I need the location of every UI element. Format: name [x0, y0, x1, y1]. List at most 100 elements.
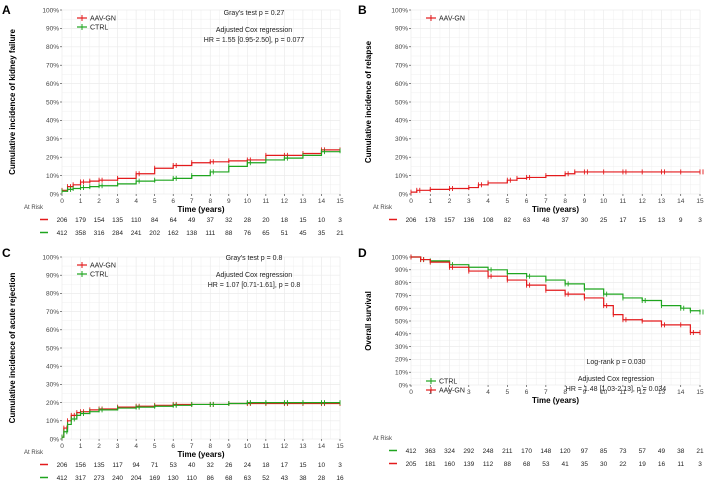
- at-risk-value: 3: [698, 461, 702, 468]
- at-risk-value: 43: [281, 475, 289, 481]
- at-risk-value: 76: [244, 230, 252, 237]
- y-tick-label: 30%: [46, 136, 59, 143]
- at-risk-value: 156: [75, 462, 86, 469]
- x-tick-label: 14: [677, 198, 685, 205]
- at-risk-value: 3: [698, 217, 702, 224]
- at-risk-value: 205: [406, 461, 417, 468]
- legend-label: CTRL: [90, 25, 108, 32]
- x-tick-label: 8: [563, 389, 567, 396]
- y-tick-label: 60%: [395, 306, 408, 313]
- x-tick-label: 12: [639, 389, 647, 396]
- panel-b: B0%10%20%30%40%50%60%70%80%90%100%0 1 2 3 4 5…: [358, 3, 704, 224]
- at-risk-value: 15: [299, 462, 307, 469]
- x-tick-label: 0: [60, 443, 64, 450]
- y-tick-label: 100%: [42, 7, 59, 14]
- annotation-test: Log-rank p = 0.030: [587, 359, 646, 366]
- at-risk-value: 37: [562, 217, 570, 224]
- x-tick-label: 7: [544, 198, 548, 205]
- panel-a: A0%10%20%30%40%50%60%70%80%90%100%0 1 2 3 4 5…: [2, 3, 344, 237]
- at-risk-value: 324: [444, 448, 455, 455]
- x-tick-label: 6: [171, 198, 175, 205]
- x-tick-label: 13: [299, 443, 307, 450]
- at-risk-value: 53: [170, 462, 178, 469]
- x-tick-label: 3: [116, 198, 120, 205]
- at-risk-value: 240: [112, 475, 123, 481]
- x-tick-label: 2: [97, 443, 101, 450]
- at-risk-value: 68: [523, 461, 531, 468]
- y-tick-label: 90%: [395, 267, 408, 274]
- at-risk-title: At Risk: [24, 450, 44, 456]
- at-risk-value: 35: [581, 461, 589, 468]
- at-risk-value: 154: [94, 217, 105, 224]
- x-tick-label: 2: [448, 198, 452, 205]
- y-tick-label: 60%: [46, 327, 59, 334]
- at-risk-value: 41: [562, 461, 570, 468]
- y-tick-label: 20%: [46, 155, 59, 162]
- y-tick-label: 10%: [46, 418, 59, 425]
- at-risk-value: 206: [57, 462, 68, 469]
- x-tick-label: 12: [281, 443, 289, 450]
- x-tick-label: 9: [583, 389, 587, 396]
- at-risk-value: 22: [619, 461, 627, 468]
- x-axis-title: Time (years): [178, 450, 225, 459]
- x-tick-label: 4: [486, 389, 490, 396]
- x-tick-label: 5: [506, 389, 510, 396]
- x-tick-label: 15: [696, 389, 704, 396]
- at-risk-value: 136: [463, 217, 474, 224]
- y-tick-label: 40%: [395, 118, 408, 125]
- at-risk-value: 26: [225, 462, 233, 469]
- x-tick-label: 0: [60, 198, 64, 205]
- at-risk-value: 40: [188, 462, 196, 469]
- at-risk-value: 412: [406, 448, 417, 455]
- x-tick-label: 11: [262, 198, 269, 205]
- at-risk-value: 97: [581, 448, 589, 455]
- panel-label: C: [2, 246, 11, 260]
- at-risk-value: 135: [94, 462, 105, 469]
- at-risk-value: 206: [57, 217, 68, 224]
- at-risk-value: 57: [639, 448, 647, 455]
- at-risk-value: 32: [225, 217, 233, 224]
- x-tick-label: 3: [116, 443, 120, 450]
- x-tick-label: 5: [153, 443, 157, 450]
- x-tick-label: 7: [190, 198, 194, 205]
- y-tick-label: 70%: [46, 309, 59, 316]
- y-tick-label: 90%: [46, 26, 59, 33]
- x-tick-label: 7: [544, 389, 548, 396]
- x-tick-label: 9: [227, 443, 231, 450]
- y-tick-label: 100%: [391, 254, 408, 261]
- legend-label: CTRL: [90, 272, 108, 279]
- x-tick-label: 4: [486, 198, 490, 205]
- x-tick-label: 6: [171, 443, 175, 450]
- x-tick-label: 4: [134, 198, 138, 205]
- y-tick-label: 70%: [395, 63, 408, 70]
- x-tick-label: 10: [244, 443, 252, 450]
- panel-label: D: [358, 246, 367, 260]
- at-risk-value: 110: [187, 475, 198, 481]
- at-risk-value: 86: [207, 475, 215, 481]
- x-tick-label: 15: [336, 198, 344, 205]
- y-tick-label: 70%: [395, 293, 408, 300]
- x-tick-label: 5: [506, 198, 510, 205]
- x-tick-label: 6: [525, 198, 529, 205]
- at-risk-value: 17: [619, 217, 627, 224]
- at-risk-value: 9: [679, 217, 683, 224]
- at-risk-value: 94: [133, 462, 141, 469]
- at-risk-value: 248: [483, 448, 494, 455]
- at-risk-value: 51: [281, 230, 289, 237]
- at-risk-value: 73: [619, 448, 627, 455]
- at-risk-value: 63: [244, 475, 252, 481]
- at-risk-value: 117: [112, 462, 123, 469]
- x-tick-label: 8: [208, 443, 212, 450]
- x-axis-title: Time (years): [178, 205, 225, 214]
- y-tick-label: 80%: [46, 291, 59, 298]
- at-risk-value: 169: [149, 475, 160, 481]
- at-risk-value: 412: [57, 475, 68, 481]
- at-risk-value: 112: [483, 461, 494, 468]
- legend-label: CTRL: [439, 379, 457, 386]
- at-risk-value: 178: [425, 217, 436, 224]
- at-risk-value: 28: [244, 217, 252, 224]
- x-axis-title: Time (years): [532, 396, 579, 405]
- y-tick-label: 90%: [395, 26, 408, 33]
- x-tick-label: 9: [583, 198, 587, 205]
- panel-label: B: [358, 3, 367, 17]
